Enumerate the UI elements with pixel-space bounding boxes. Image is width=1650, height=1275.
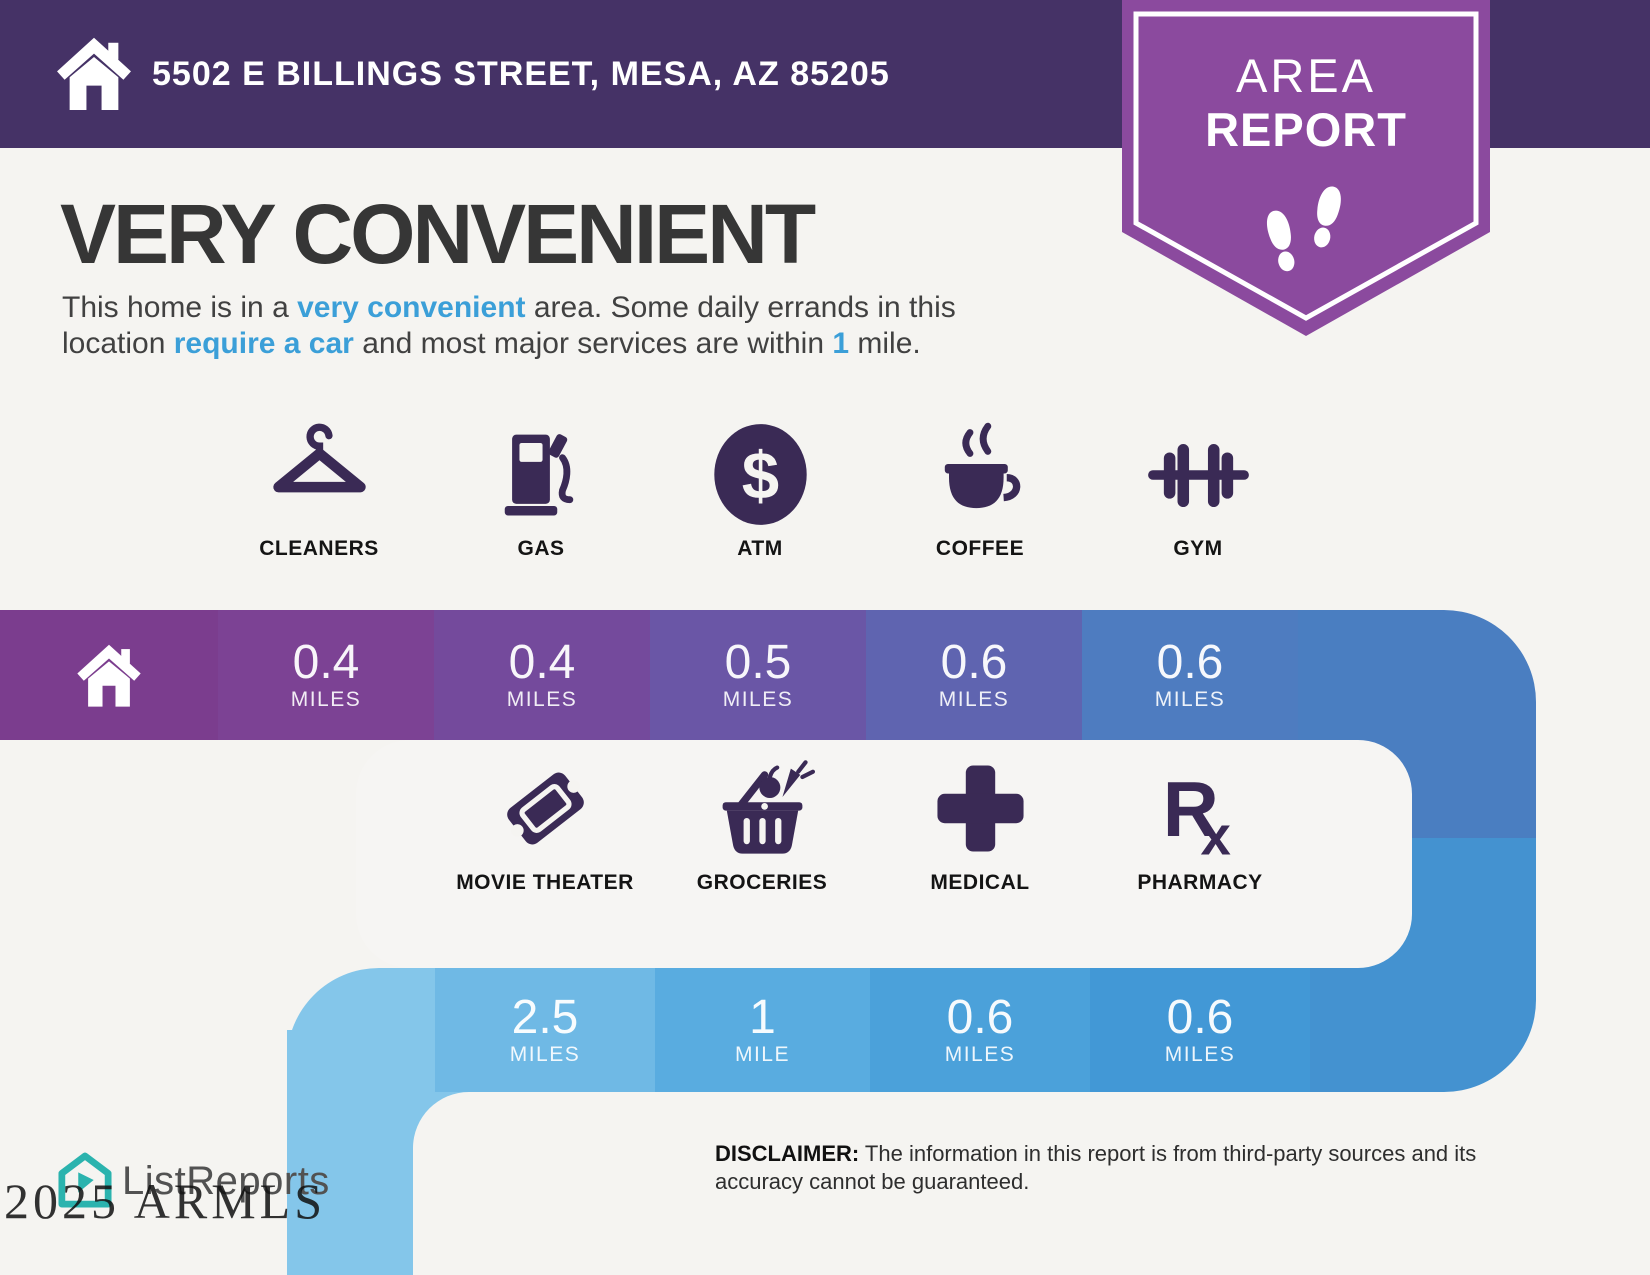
place-gas: GAS bbox=[421, 422, 661, 561]
rx-icon: R x bbox=[1162, 767, 1230, 861]
place-label: PHARMACY bbox=[1137, 871, 1263, 894]
intro-highlight: 1 bbox=[832, 327, 850, 360]
distance-cell-gym: 0.6 MILES bbox=[1082, 610, 1298, 740]
distance-cell-movie-theater: 2.5 MILES bbox=[435, 968, 655, 1092]
area-report-badge: AREA REPORT bbox=[1122, 0, 1490, 338]
grocery-basket-icon bbox=[722, 760, 815, 854]
place-pharmacy: R x PHARMACY bbox=[1080, 756, 1320, 895]
distance-cell-gas: 0.4 MILES bbox=[434, 610, 650, 740]
distance-value: 2.5 bbox=[511, 990, 579, 1044]
distance-cell-coffee: 0.6 MILES bbox=[866, 610, 1082, 740]
place-atm: $ ATM bbox=[640, 422, 880, 561]
place-coffee: COFFEE bbox=[860, 422, 1100, 561]
place-cleaners: CLEANERS bbox=[199, 422, 439, 561]
place-gym: GYM bbox=[1078, 422, 1318, 561]
distance-unit: MILES bbox=[509, 1043, 581, 1067]
distance-value: 1 bbox=[749, 990, 776, 1044]
disclaimer-label: DISCLAIMER: bbox=[715, 1141, 860, 1166]
gas-pump-icon bbox=[504, 434, 573, 516]
badge-line1: AREA bbox=[1236, 49, 1376, 102]
property-address: 5502 E BILLINGS STREET, MESA, AZ 85205 bbox=[152, 54, 890, 93]
svg-text:R: R bbox=[1162, 767, 1218, 853]
place-medical: MEDICAL bbox=[860, 756, 1100, 895]
intro-highlight: very convenient bbox=[297, 291, 526, 324]
svg-text:x: x bbox=[1200, 806, 1230, 861]
home-icon bbox=[52, 28, 136, 123]
distance-value: 0.6 bbox=[1166, 990, 1234, 1044]
distance-value: 0.6 bbox=[1156, 635, 1224, 689]
dumbbell-icon bbox=[1147, 444, 1249, 508]
place-groceries: GROCERIES bbox=[642, 756, 882, 895]
intro-text: mile. bbox=[849, 327, 921, 360]
disclaimer-text: The information in this report is from t… bbox=[715, 1141, 1477, 1194]
place-label: GROCERIES bbox=[696, 871, 828, 894]
place-label: COFFEE bbox=[935, 537, 1025, 560]
distance-unit: MILES bbox=[506, 688, 578, 712]
distance-unit: MILES bbox=[1154, 688, 1226, 712]
brand-name: ListReports bbox=[122, 1158, 330, 1203]
intro-text: This home is in a bbox=[62, 291, 298, 324]
distance-cell-medical: 0.6 MILES bbox=[870, 968, 1090, 1092]
intro-paragraph: This home is in a very convenient area. … bbox=[62, 290, 1062, 362]
distance-value: 0.4 bbox=[508, 635, 576, 689]
distance-unit: MILES bbox=[938, 688, 1010, 712]
distance-unit: MILES bbox=[1164, 1043, 1236, 1067]
distance-cell-cleaners: 0.4 MILES bbox=[218, 610, 434, 740]
distance-cell-groceries: 1 MILE bbox=[655, 968, 870, 1092]
badge-line2: REPORT bbox=[1205, 103, 1407, 156]
listreports-house-icon bbox=[58, 1152, 112, 1208]
page-title: VERY CONVENIENT bbox=[60, 187, 816, 281]
distance-cell-pharmacy: 0.6 MILES bbox=[1090, 968, 1310, 1092]
inner-card bbox=[356, 740, 1412, 968]
coffee-cup-icon bbox=[944, 422, 1020, 509]
footprints-icon bbox=[1266, 186, 1341, 272]
place-label: GAS bbox=[517, 537, 565, 560]
distance-cell-atm: 0.5 MILES bbox=[650, 610, 866, 740]
listreports-logo: ListReports bbox=[58, 1152, 330, 1210]
place-label: CLEANERS bbox=[259, 537, 379, 560]
place-label: ATM bbox=[737, 537, 783, 560]
badge-shape bbox=[1122, 0, 1490, 336]
svg-text:$: $ bbox=[741, 439, 778, 514]
place-label: MOVIE THEATER bbox=[456, 871, 634, 894]
intro-highlight: require a car bbox=[173, 327, 354, 360]
distance-unit: MILES bbox=[722, 688, 794, 712]
distance-value: 0.6 bbox=[946, 990, 1014, 1044]
distance-unit: MILE bbox=[734, 1043, 790, 1067]
medical-cross-icon bbox=[936, 765, 1024, 852]
distance-unit: MILES bbox=[944, 1043, 1016, 1067]
intro-text: area. Some daily errands in this locatio… bbox=[62, 291, 956, 360]
distance-value: 0.4 bbox=[292, 635, 360, 689]
band1-home-cell bbox=[0, 610, 218, 740]
path-descender bbox=[287, 1030, 413, 1275]
hanger-icon bbox=[272, 423, 366, 493]
watermark: 2025 ARMLS bbox=[4, 1173, 327, 1229]
place-movie-theater: MOVIE THEATER bbox=[425, 756, 665, 895]
distance-value: 0.6 bbox=[940, 635, 1008, 689]
dollar-circle-icon: $ bbox=[713, 424, 807, 525]
place-label: MEDICAL bbox=[930, 871, 1030, 894]
disclaimer: DISCLAIMER: The information in this repo… bbox=[715, 1140, 1570, 1195]
ticket-icon bbox=[506, 772, 584, 845]
intro-text: and most major services are within bbox=[353, 327, 833, 360]
distance-unit: MILES bbox=[290, 688, 362, 712]
home-icon bbox=[77, 644, 141, 707]
place-label: GYM bbox=[1173, 537, 1223, 560]
distance-value: 0.5 bbox=[724, 635, 792, 689]
